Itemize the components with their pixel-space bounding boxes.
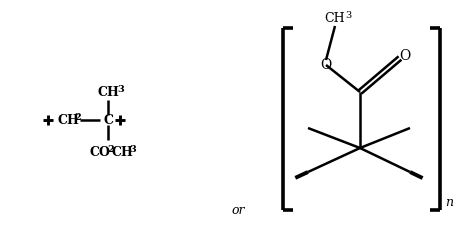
Text: CH: CH: [97, 86, 119, 99]
Text: CH: CH: [325, 12, 346, 25]
Text: 3: 3: [117, 85, 124, 94]
Text: CO: CO: [90, 146, 111, 159]
Text: 3: 3: [129, 145, 136, 154]
Text: 3: 3: [345, 11, 351, 20]
Text: C: C: [104, 114, 114, 127]
Text: 2: 2: [74, 113, 81, 121]
Text: O: O: [320, 58, 332, 72]
Text: 2: 2: [107, 145, 114, 154]
Text: CH: CH: [112, 146, 134, 159]
Text: n: n: [445, 196, 453, 209]
Text: CH: CH: [58, 114, 80, 127]
Text: or: or: [231, 203, 245, 216]
Text: O: O: [400, 49, 410, 63]
